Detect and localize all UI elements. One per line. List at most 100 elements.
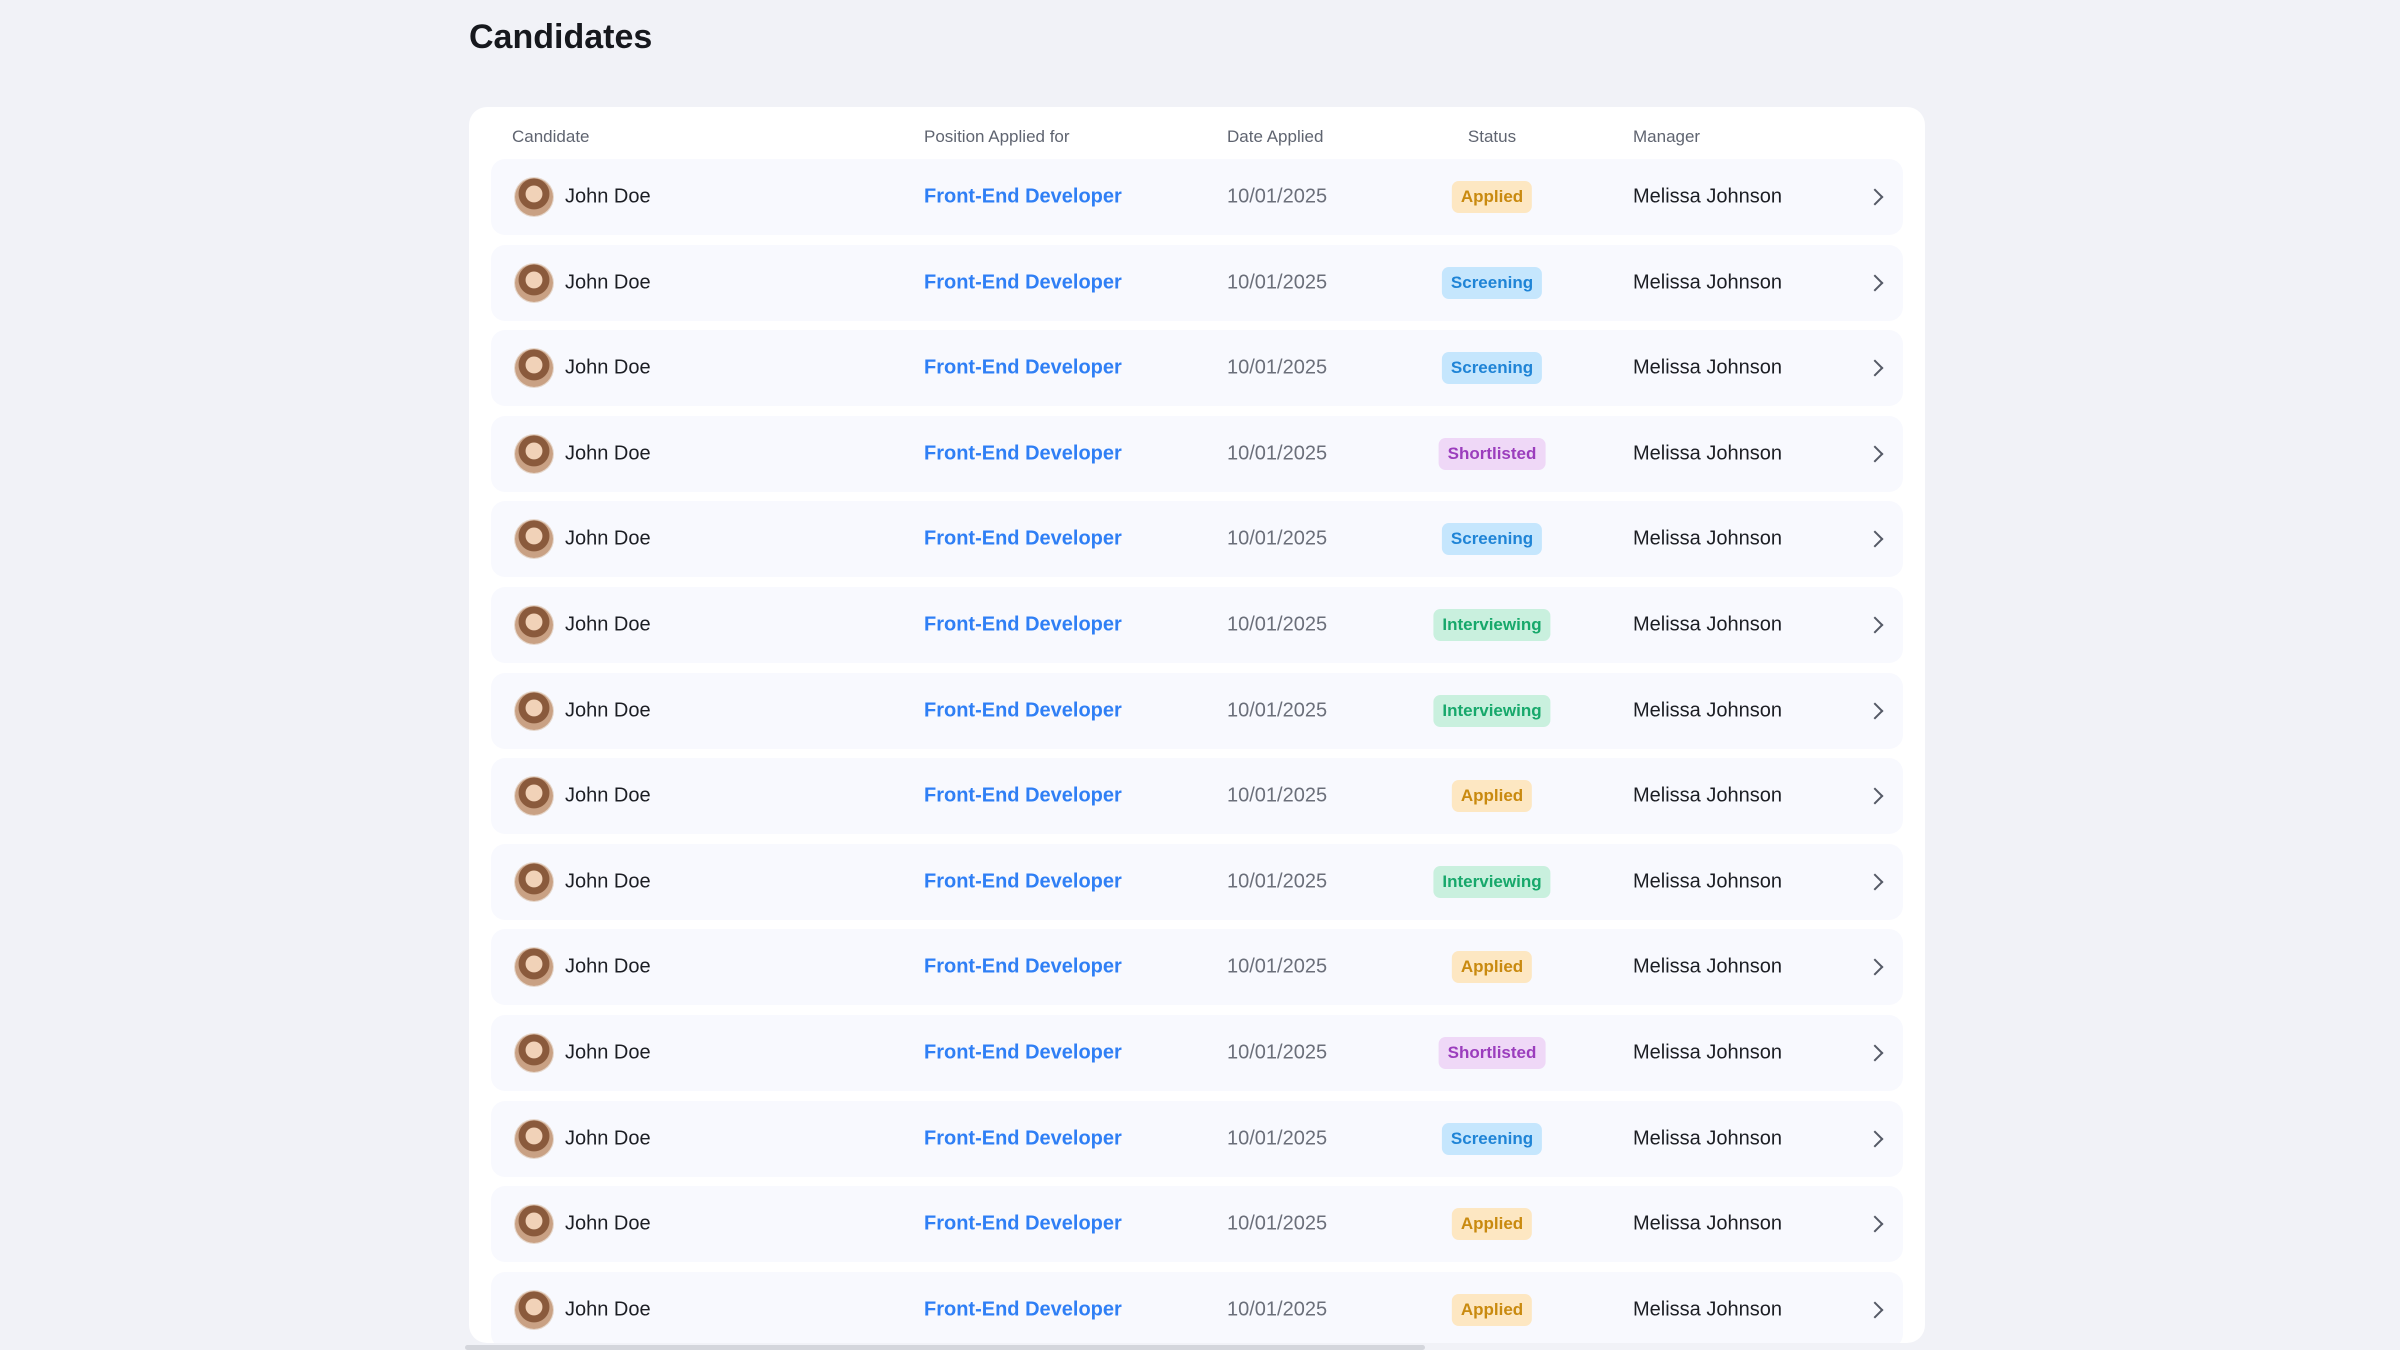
status-badge: Applied [1451,1208,1533,1241]
position-link[interactable]: Front-End Developer [924,1298,1122,1321]
status-badge: Shortlisted [1438,1036,1546,1069]
table-row[interactable]: John Doe Front-End Developer 10/01/2025 … [491,1271,1903,1343]
manager-name: Melissa Johnson [1633,955,1782,978]
table-row[interactable]: John Doe Front-End Developer 10/01/2025 … [491,758,1903,835]
position-link[interactable]: Front-End Developer [924,870,1122,893]
position-link[interactable]: Front-End Developer [924,1127,1122,1150]
candidate-name: John Doe [565,870,651,893]
chevron-right-icon[interactable] [1866,787,1884,805]
table-row[interactable]: John Doe Front-End Developer 10/01/2025 … [491,586,1903,663]
manager-name: Melissa Johnson [1633,356,1782,379]
position-link[interactable]: Front-End Developer [924,185,1122,208]
chevron-right-icon[interactable] [1866,274,1884,292]
table-row[interactable]: John Doe Front-End Developer 10/01/2025 … [491,159,1903,235]
position-link[interactable]: Front-End Developer [924,784,1122,807]
table-row[interactable]: John Doe Front-End Developer 10/01/2025 … [491,501,1903,578]
manager-name: Melissa Johnson [1633,699,1782,722]
avatar [515,1119,553,1158]
candidate-name: John Doe [565,784,651,807]
manager-name: Melissa Johnson [1633,1298,1782,1321]
status-badge: Interviewing [1433,865,1551,898]
table-row[interactable]: John Doe Front-End Developer 10/01/2025 … [491,1100,1903,1177]
candidate-name: John Doe [565,955,651,978]
table-row[interactable]: John Doe Front-End Developer 10/01/2025 … [491,244,1903,321]
candidate-name: John Doe [565,1298,651,1321]
date-applied: 10/01/2025 [1227,870,1328,893]
manager-name: Melissa Johnson [1633,870,1782,893]
chevron-right-icon[interactable] [1866,530,1884,548]
candidates-table: Candidate Position Applied for Date Appl… [469,107,1925,1343]
manager-name: Melissa Johnson [1633,784,1782,807]
position-link[interactable]: Front-End Developer [924,955,1122,978]
avatar [515,1033,553,1072]
chevron-right-icon[interactable] [1866,1301,1884,1319]
date-applied: 10/01/2025 [1227,527,1328,550]
manager-name: Melissa Johnson [1633,1212,1782,1235]
table-row[interactable]: John Doe Front-End Developer 10/01/2025 … [491,843,1903,920]
date-applied: 10/01/2025 [1227,1041,1328,1064]
position-link[interactable]: Front-End Developer [924,271,1122,294]
avatar [515,434,553,473]
status-badge: Interviewing [1433,694,1551,727]
chevron-right-icon[interactable] [1866,359,1884,377]
avatar [515,1205,553,1244]
candidate-name: John Doe [565,699,651,722]
table-row[interactable]: John Doe Front-End Developer 10/01/2025 … [491,330,1903,407]
candidate-name: John Doe [565,1041,651,1064]
position-link[interactable]: Front-End Developer [924,1041,1122,1064]
column-header-date: Date Applied [1227,127,1324,146]
table-row[interactable]: John Doe Front-End Developer 10/01/2025 … [491,1014,1903,1091]
column-header-status: Status [1467,127,1517,146]
chevron-right-icon[interactable] [1866,958,1884,976]
avatar [515,691,553,730]
date-applied: 10/01/2025 [1227,1127,1328,1150]
table-row[interactable]: John Doe Front-End Developer 10/01/2025 … [491,1186,1903,1263]
status-badge: Applied [1451,1293,1533,1326]
position-link[interactable]: Front-End Developer [924,1212,1122,1235]
date-applied: 10/01/2025 [1227,271,1328,294]
column-header-position: Position Applied for [924,127,1070,146]
column-header-manager: Manager [1633,127,1701,146]
table-row[interactable]: John Doe Front-End Developer 10/01/2025 … [491,415,1903,492]
date-applied: 10/01/2025 [1227,955,1328,978]
status-badge: Screening [1441,352,1543,385]
avatar [515,349,553,388]
manager-name: Melissa Johnson [1633,1127,1782,1150]
date-applied: 10/01/2025 [1227,185,1328,208]
manager-name: Melissa Johnson [1633,185,1782,208]
chevron-right-icon[interactable] [1866,1044,1884,1062]
date-applied: 10/01/2025 [1227,784,1328,807]
candidate-name: John Doe [565,185,651,208]
avatar [515,178,553,216]
date-applied: 10/01/2025 [1227,1212,1328,1235]
horizontal-scrollbar[interactable] [465,1345,1425,1350]
chevron-right-icon[interactable] [1866,1130,1884,1148]
table-row[interactable]: John Doe Front-End Developer 10/01/2025 … [491,672,1903,749]
chevron-right-icon[interactable] [1866,616,1884,634]
avatar [515,862,553,901]
status-badge: Applied [1451,951,1533,984]
date-applied: 10/01/2025 [1227,613,1328,636]
manager-name: Melissa Johnson [1633,1041,1782,1064]
candidate-name: John Doe [565,356,651,379]
position-link[interactable]: Front-End Developer [924,527,1122,550]
position-link[interactable]: Front-End Developer [924,442,1122,465]
chevron-right-icon[interactable] [1866,1215,1884,1233]
chevron-right-icon[interactable] [1866,702,1884,720]
date-applied: 10/01/2025 [1227,699,1328,722]
table-row[interactable]: John Doe Front-End Developer 10/01/2025 … [491,929,1903,1006]
status-badge: Applied [1451,780,1533,813]
page-title: Candidates [469,18,653,56]
position-link[interactable]: Front-End Developer [924,699,1122,722]
chevron-right-icon[interactable] [1866,188,1884,206]
date-applied: 10/01/2025 [1227,356,1328,379]
candidate-name: John Doe [565,527,651,550]
position-link[interactable]: Front-End Developer [924,613,1122,636]
table-body: John Doe Front-End Developer 10/01/2025 … [491,159,1903,1343]
column-header-candidate: Candidate [512,127,590,146]
status-badge: Shortlisted [1438,437,1546,470]
chevron-right-icon[interactable] [1866,873,1884,891]
position-link[interactable]: Front-End Developer [924,356,1122,379]
chevron-right-icon[interactable] [1866,445,1884,463]
candidate-name: John Doe [565,613,651,636]
